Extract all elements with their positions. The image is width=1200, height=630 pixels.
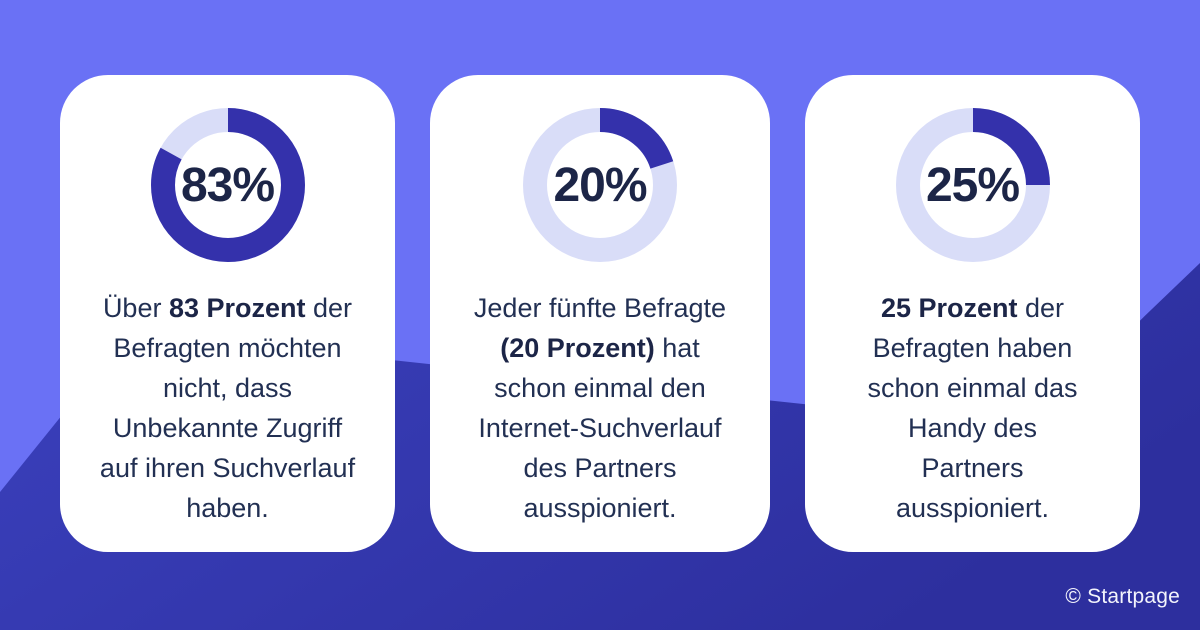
caption-line: Befragten haben	[872, 333, 1073, 363]
donut-rings	[895, 108, 1050, 262]
donut-percent-label: 25%	[925, 158, 1020, 212]
caption-line: des Partners	[523, 453, 677, 483]
caption-line: Über 83 Prozent der	[102, 293, 353, 323]
caption-line: Unbekannte Zugriff	[112, 413, 343, 443]
caption-line: schon einmal den	[494, 373, 706, 403]
stat-card: 25% 25 Prozent der Befragten haben schon e…	[805, 75, 1140, 552]
caption-line: ausspioniert.	[523, 493, 677, 523]
donut-percent-label: 83%	[180, 158, 275, 212]
caption-line: Jeder fünfte Befragte	[473, 293, 727, 323]
caption-line: Handy des	[907, 413, 1038, 443]
caption-line: 25 Prozent der	[880, 293, 1065, 323]
donut-percent-label: 20%	[553, 158, 647, 212]
stat-card: 20% Jeder fünfte Befragte (20 Prozent) ha…	[430, 75, 770, 552]
caption-line: schon einmal das	[867, 373, 1078, 403]
donut-value-arc	[150, 108, 305, 262]
donut-chart: 83%	[150, 107, 306, 263]
caption-line: Internet-Suchverlauf	[478, 413, 722, 443]
stat-card: 83% Über 83 Prozent der Befragten möchten…	[60, 75, 395, 552]
donut-chart: 25%	[895, 107, 1051, 263]
caption-line: ausspioniert.	[895, 493, 1050, 523]
donut-value-arc	[523, 108, 677, 262]
caption-line: haben.	[186, 493, 269, 523]
stat-cards: 83% Über 83 Prozent der Befragten möchten…	[60, 75, 1140, 552]
caption-line: nicht, dass	[162, 373, 293, 403]
caption-line: Partners	[921, 453, 1024, 483]
caption-line: (20 Prozent) hat	[500, 333, 700, 363]
donut-rings	[523, 108, 677, 262]
copyright-text: © Startpage	[1065, 585, 1180, 608]
donut-rings	[150, 108, 305, 262]
caption-line: auf ihren Suchverlauf	[99, 453, 356, 483]
donut-chart: 20%	[522, 107, 678, 263]
card-caption: 25 Prozent der Befragten haben schon einma…	[805, 288, 1140, 528]
caption-line: Befragten möchten	[113, 333, 342, 363]
card-caption: Über 83 Prozent der Befragten möchten nich…	[60, 288, 395, 528]
donut-value-arc	[895, 108, 1050, 262]
card-caption: Jeder fünfte Befragte (20 Prozent) hat sch…	[430, 288, 770, 528]
